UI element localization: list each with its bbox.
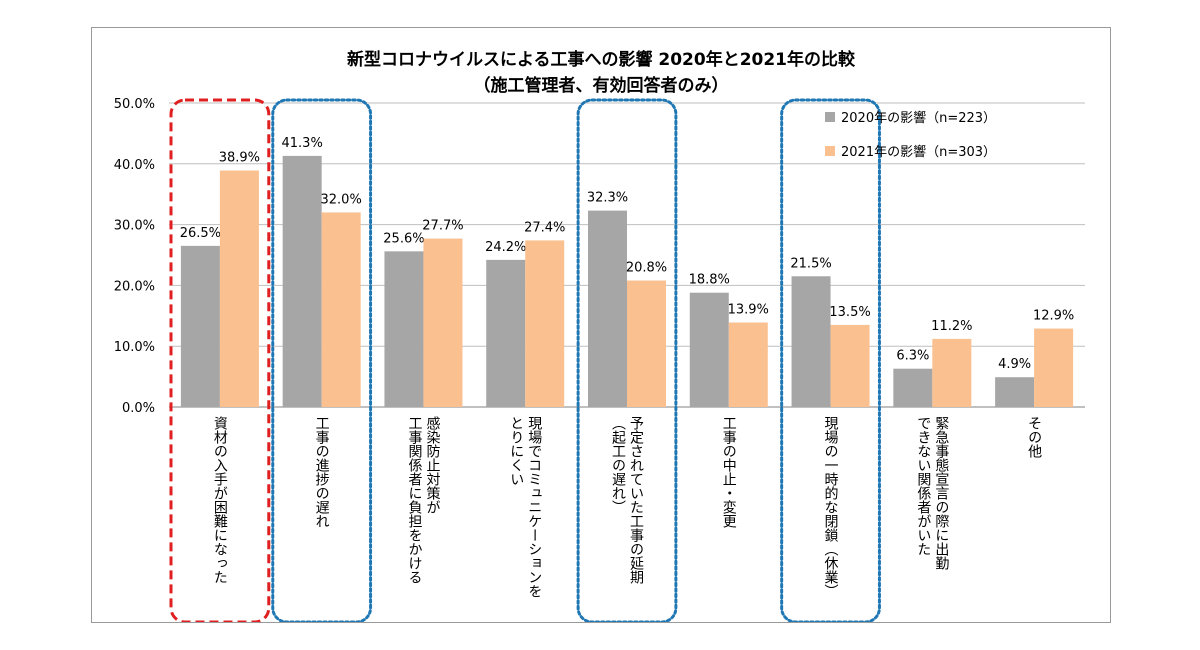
bar-2021 <box>423 238 463 407</box>
data-label: 32.3% <box>587 191 628 206</box>
data-label: 27.7% <box>422 219 463 234</box>
data-label: 13.9% <box>728 302 769 317</box>
category-label: 緊急事態宣言の際に出勤 <box>933 416 949 571</box>
chart-title: 新型コロナウイルスによる工事への影響 2020年と2021年の比較 <box>347 49 856 70</box>
category-label: その他 <box>1026 416 1042 459</box>
y-tick-label: 0.0% <box>122 401 155 416</box>
bar-2020 <box>180 245 220 407</box>
data-label: 11.2% <box>931 319 972 334</box>
bar-2020 <box>486 259 526 407</box>
highlight-box <box>576 98 678 622</box>
data-label: 18.8% <box>689 273 730 288</box>
chart-subtitle: （施工管理者、有効回答者のみ） <box>474 75 729 96</box>
y-tick-label: 30.0% <box>114 219 155 234</box>
data-label: 25.6% <box>383 231 424 246</box>
bar-2021 <box>219 170 259 407</box>
category-label: 現場でコミュニケーションを <box>526 416 542 598</box>
data-label: 32.0% <box>321 192 362 207</box>
legend-swatch <box>825 146 835 156</box>
category-label: 予定されていた工事の延期 <box>628 416 644 585</box>
category-label: とりにくい <box>508 416 524 486</box>
bar-2021 <box>932 338 972 407</box>
bar-2021 <box>1034 328 1074 407</box>
bar-2021 <box>321 212 361 407</box>
data-label: 26.5% <box>180 226 221 241</box>
legend-swatch <box>825 112 835 122</box>
legend-label: 2020年の影響（n=223） <box>841 110 996 126</box>
category-label: 資材の入手が困難になった <box>212 416 228 584</box>
bar-2020 <box>282 155 322 407</box>
bar-2020 <box>995 377 1035 407</box>
data-label: 13.5% <box>829 305 870 320</box>
data-label: 27.4% <box>524 220 565 235</box>
bar-2020 <box>588 210 627 407</box>
bar-2020 <box>384 251 424 407</box>
highlight-box <box>780 98 881 622</box>
data-label: 4.9% <box>998 357 1031 372</box>
y-tick-label: 20.0% <box>114 279 155 294</box>
bar-2021 <box>627 280 666 407</box>
bar-2021 <box>525 240 565 407</box>
legend-label: 2021年の影響（n=303） <box>841 144 996 160</box>
highlight-box <box>169 98 271 622</box>
highlight-box <box>271 98 373 622</box>
category-label: （起工の遅れ） <box>610 416 626 514</box>
category-label: 現場の一時的な閉鎖（休業） <box>823 416 839 598</box>
data-label: 38.9% <box>219 150 260 165</box>
category-label: 工事の中止・変更 <box>721 416 737 529</box>
data-label: 21.5% <box>790 256 831 271</box>
data-label: 6.3% <box>896 349 929 364</box>
chart-frame: 新型コロナウイルスによる工事への影響 2020年と2021年の比較 （施工管理者、… <box>91 27 1111 623</box>
data-label: 20.8% <box>626 261 667 276</box>
bar-2020 <box>791 276 831 407</box>
y-tick-label: 50.0% <box>114 97 155 112</box>
bar-chart: 新型コロナウイルスによる工事への影響 2020年と2021年の比較 （施工管理者、… <box>114 49 1085 622</box>
category-label: 感染防止対策が <box>424 415 440 514</box>
bar-2021 <box>830 324 870 407</box>
category-label: できない関係者がいた <box>915 416 931 556</box>
category-label: 工事の進捗の遅れ <box>314 416 330 528</box>
bar-2020 <box>689 292 729 407</box>
data-label: 12.9% <box>1033 309 1074 324</box>
bar-2021 <box>728 322 768 407</box>
y-tick-label: 40.0% <box>114 158 155 173</box>
bar-2020 <box>893 368 933 407</box>
data-label: 24.2% <box>485 240 526 255</box>
y-tick-label: 10.0% <box>114 340 155 355</box>
category-label: 工事関係者に負担をかける <box>406 416 422 584</box>
data-label: 41.3% <box>282 136 323 151</box>
